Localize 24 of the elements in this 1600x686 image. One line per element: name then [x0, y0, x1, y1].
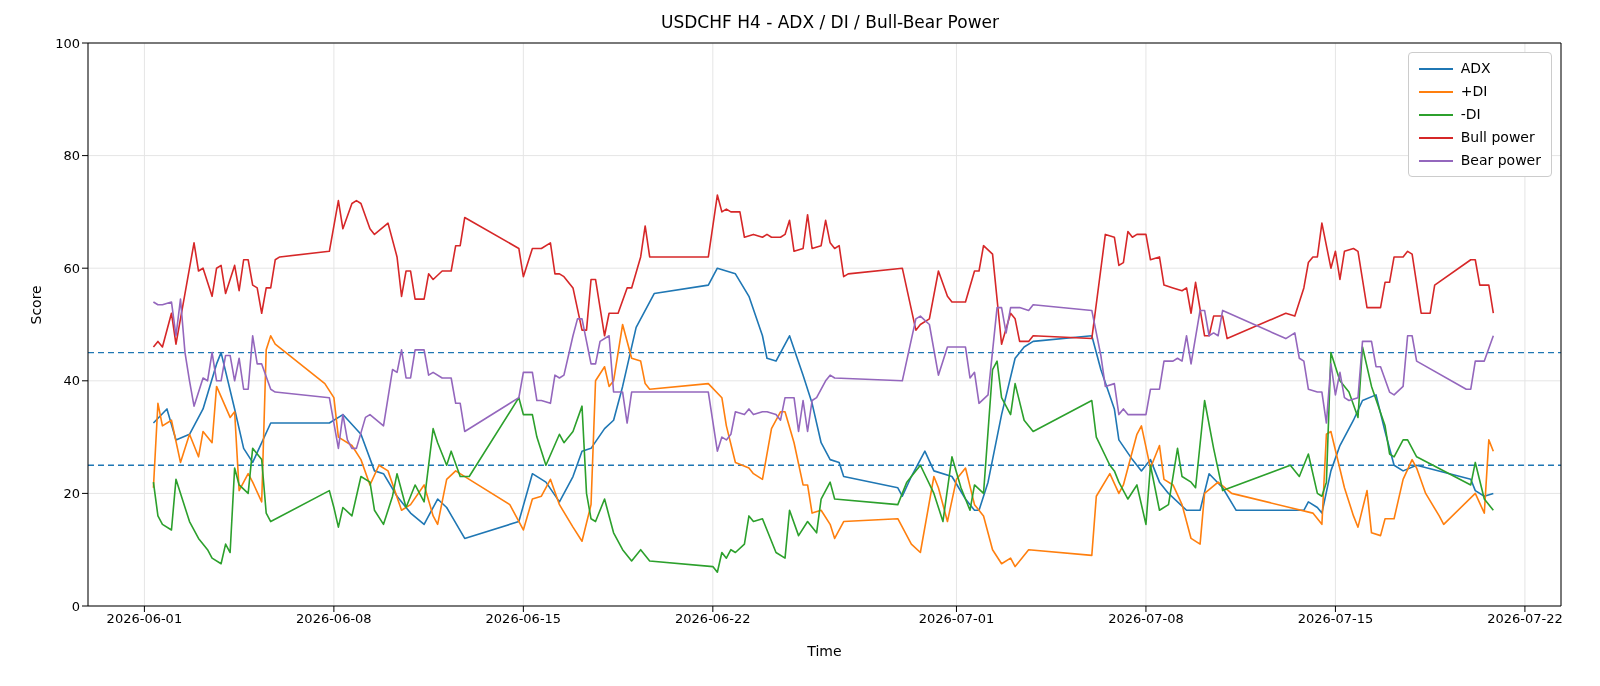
legend-label: Bear power [1460, 151, 1541, 170]
chart-title: USDCHF H4 - ADX / DI / Bull-Bear Power [660, 11, 1000, 34]
x-tick-label: 2026-06-01 [106, 611, 183, 627]
x-tick-label: 2026-06-22 [675, 611, 751, 627]
y-tick-label: 20 [63, 486, 80, 502]
x-tick-label: 2026-06-08 [296, 611, 372, 627]
legend-label: Bull power [1460, 128, 1535, 147]
line-series [152, 298, 1495, 452]
legend-label: ADX [1460, 59, 1491, 78]
y-tick-label: 0 [71, 598, 80, 614]
x-tick-label: 2026-07-08 [1108, 611, 1184, 627]
y-tick-label: 100 [55, 35, 80, 51]
y-tick-label: 80 [63, 148, 80, 164]
x-tick-label: 2026-07-15 [1297, 611, 1374, 627]
y-tick-label: 60 [63, 260, 80, 276]
y-axis-title: Score [27, 285, 44, 325]
x-tick-label: 2026-06-15 [485, 611, 562, 627]
y-tick-label: 40 [63, 373, 80, 389]
legend-label: -DI [1460, 105, 1481, 124]
x-tick-label: 2026-07-01 [918, 611, 995, 627]
x-axis-title: Time [806, 643, 842, 659]
legend-label: +DI [1460, 82, 1488, 101]
x-tick-label: 2026-07-22 [1487, 611, 1563, 627]
line-series [152, 194, 1495, 348]
